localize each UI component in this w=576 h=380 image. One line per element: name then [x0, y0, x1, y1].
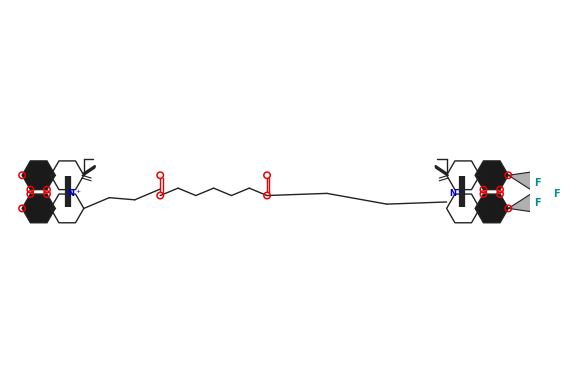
FancyBboxPatch shape	[534, 168, 575, 216]
Polygon shape	[22, 161, 55, 190]
Polygon shape	[509, 192, 534, 212]
Text: F: F	[535, 198, 541, 208]
Text: F: F	[535, 177, 541, 188]
Text: N$^+$: N$^+$	[449, 187, 463, 199]
Polygon shape	[475, 161, 509, 190]
Polygon shape	[475, 194, 509, 223]
Text: F: F	[553, 189, 559, 199]
Text: N$^+$: N$^+$	[67, 187, 82, 199]
Polygon shape	[509, 172, 534, 192]
Polygon shape	[22, 194, 55, 223]
